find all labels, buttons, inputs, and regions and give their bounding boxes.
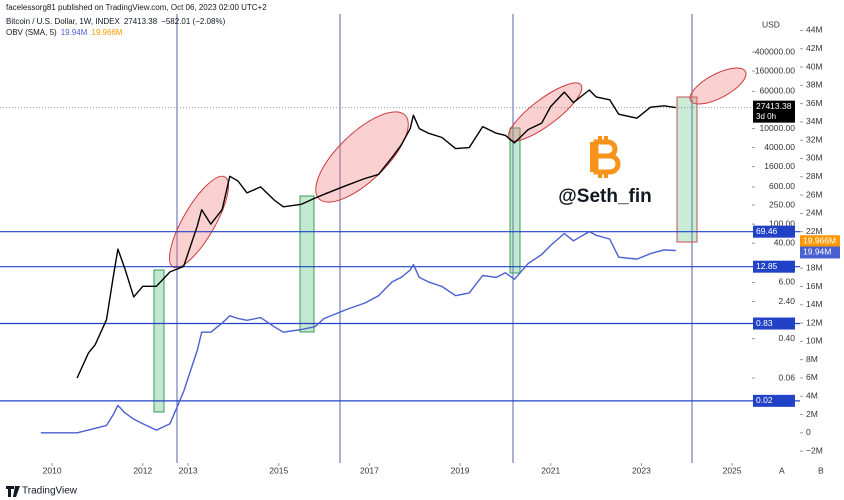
price-label-box bbox=[753, 100, 795, 123]
y2-tick-label: 22M bbox=[806, 226, 823, 236]
y-tick-label: 4000.00 bbox=[764, 142, 795, 152]
legend-name: OBV (SMA, 5) bbox=[6, 28, 57, 37]
green-box bbox=[299, 195, 315, 333]
x-tick-label: 2023 bbox=[632, 465, 651, 475]
legend-price: Bitcoin / U.S. Dollar, 1W, INDEX 27413.38… bbox=[6, 17, 226, 26]
y2-tick-label: 18M bbox=[806, 262, 823, 272]
series-line bbox=[76, 89, 676, 379]
y2-tick-label: 10M bbox=[806, 336, 823, 346]
y2-tick-label: 34M bbox=[806, 116, 823, 126]
level-label: 69.46 bbox=[756, 226, 778, 236]
y-tick-label: 160000.00 bbox=[755, 65, 795, 75]
axis-button[interactable]: B bbox=[818, 465, 824, 475]
legend-obv-value: 19.94M bbox=[61, 28, 88, 37]
red-box bbox=[676, 96, 698, 243]
legend-name: Bitcoin / U.S. Dollar, 1W, INDEX bbox=[6, 17, 120, 26]
level-label: 0.83 bbox=[756, 318, 773, 328]
brand: TradingView bbox=[22, 486, 78, 497]
countdown: 3d 0h bbox=[756, 112, 776, 121]
y2-tick-label: 28M bbox=[806, 171, 823, 181]
subtitle: facelessorg81 published on TradingView.c… bbox=[6, 3, 267, 12]
level-label-box bbox=[753, 394, 795, 407]
level-label: 12.85 bbox=[756, 261, 778, 271]
legend-last: 27413.38 bbox=[124, 17, 158, 26]
watermark: @Seth_fin bbox=[558, 186, 651, 207]
y-tick-label: 0.40 bbox=[778, 333, 795, 343]
y-tick-label: 60000.00 bbox=[760, 86, 796, 96]
y-tick-label: 40.00 bbox=[774, 237, 796, 247]
bitcoin-logo bbox=[590, 136, 621, 178]
y2-tick-label: 44M bbox=[806, 25, 823, 35]
x-tick-label: 2025 bbox=[723, 465, 742, 475]
level-label-box bbox=[753, 225, 795, 238]
level-label-box bbox=[753, 317, 795, 330]
level-label-box bbox=[753, 260, 795, 273]
price-label: 27413.38 bbox=[756, 101, 792, 111]
x-tick-label: 2012 bbox=[133, 465, 152, 475]
y2-tick-label: 24M bbox=[806, 208, 823, 218]
y2-tick-label: 16M bbox=[806, 281, 823, 291]
y2-tick-label: 2M bbox=[806, 409, 818, 419]
y2-tick-label: 30M bbox=[806, 153, 823, 163]
x-tick-label: 2019 bbox=[451, 465, 470, 475]
y-tick-label: 1600.00 bbox=[764, 161, 795, 171]
x-tick-label: 2010 bbox=[43, 465, 62, 475]
bitcoin-logo-b bbox=[593, 139, 621, 175]
axis-button[interactable]: A bbox=[779, 465, 785, 475]
y-tick-label: 100.00 bbox=[769, 218, 795, 228]
obv-label-box bbox=[800, 246, 840, 259]
legend-sma-value: 19.966M bbox=[91, 28, 122, 37]
highlight-ellipse bbox=[689, 67, 747, 105]
y-tick-label: 2.40 bbox=[778, 296, 795, 306]
y2-tick-label: 6M bbox=[806, 372, 818, 382]
y2-tick-label: 40M bbox=[806, 61, 823, 71]
brand-logo bbox=[6, 486, 20, 497]
y2-tick-label: 8M bbox=[806, 354, 818, 364]
y2-tick-label: 32M bbox=[806, 134, 823, 144]
y-tick-label: 0.06 bbox=[778, 372, 795, 382]
y2-tick-label: −2M bbox=[806, 445, 823, 455]
sma-label-box bbox=[800, 235, 840, 248]
y2-tick-label: 0 bbox=[806, 427, 811, 437]
currency: USD bbox=[762, 19, 780, 29]
y2-tick-label: 26M bbox=[806, 189, 823, 199]
sma-label: 19.966M bbox=[803, 235, 836, 245]
y2-tick-label: 42M bbox=[806, 43, 823, 53]
y2-tick-label: 38M bbox=[806, 80, 823, 90]
y2-tick-label: 12M bbox=[806, 317, 823, 327]
series-line bbox=[40, 230, 676, 434]
y-tick-label: 400000.00 bbox=[755, 46, 795, 56]
y2-tick-label: 14M bbox=[806, 299, 823, 309]
y-tick-label: 600.00 bbox=[769, 181, 795, 191]
y-tick-label: 10000.00 bbox=[760, 123, 796, 133]
legend-change: −582.01 (−2.08%) bbox=[161, 17, 225, 26]
legend-obv: OBV (SMA, 5) 19.94M 19.966M bbox=[6, 28, 123, 37]
x-tick-label: 2015 bbox=[269, 465, 288, 475]
green-box bbox=[509, 127, 521, 274]
x-tick-label: 2021 bbox=[541, 465, 560, 475]
x-tick-label: 2013 bbox=[179, 465, 198, 475]
y-tick-label: 6.00 bbox=[778, 277, 795, 287]
y2-tick-label: 4M bbox=[806, 390, 818, 400]
bitcoin-logo-bars bbox=[590, 136, 608, 178]
x-tick-label: 2017 bbox=[360, 465, 379, 475]
y-tick-label: 250.00 bbox=[769, 199, 795, 209]
level-label: 0.02 bbox=[756, 395, 773, 405]
green-box bbox=[153, 269, 165, 413]
obv-label: 19.94M bbox=[803, 247, 831, 257]
y2-tick-label: 36M bbox=[806, 98, 823, 108]
